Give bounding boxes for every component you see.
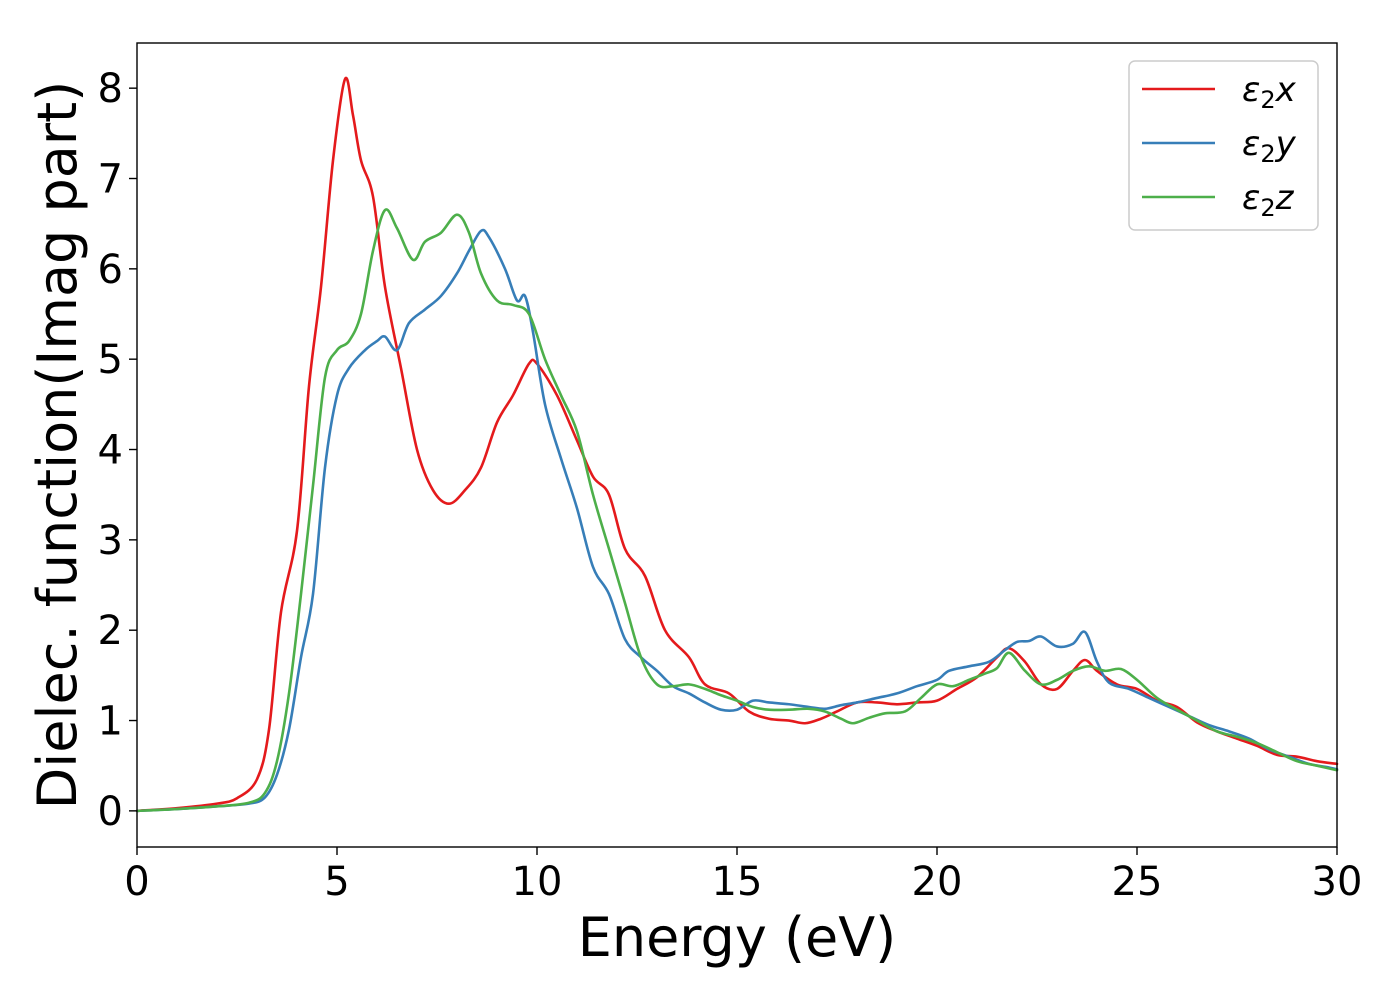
x-tick-label: 15: [712, 859, 763, 905]
y-tick-label: 3: [98, 518, 123, 564]
x-tick-label: 0: [124, 859, 149, 905]
series-layer: [135, 76, 1339, 813]
x-tick-label: 30: [1312, 859, 1363, 905]
x-tick-label: 5: [324, 859, 349, 905]
legend-label-x: ε2x: [1242, 70, 1297, 114]
x-tick-label: 10: [512, 859, 563, 905]
legend: ε2x ε2y ε2z: [1128, 60, 1319, 231]
y-tick-label: 7: [98, 157, 123, 203]
x-tick-label: 25: [1112, 859, 1163, 905]
y-tick-label: 1: [98, 699, 123, 745]
y-tick-label: 2: [98, 608, 123, 654]
legend-label-z: ε2z: [1242, 178, 1295, 222]
y-axis-title: Dielec. function(Imag part): [26, 81, 89, 810]
x-axis-title: Energy (eV): [578, 906, 897, 969]
legend-label-y: ε2y: [1242, 124, 1297, 168]
series-line-y: [135, 228, 1339, 813]
y-tick-label: 5: [98, 337, 123, 383]
y-tick-label: 8: [98, 66, 123, 112]
x-axis: 0 5 10 15 20 25 30: [124, 847, 1362, 905]
series-line-z: [135, 208, 1339, 813]
y-tick-label: 4: [98, 428, 123, 474]
x-tick-label: 20: [912, 859, 963, 905]
legend-entries: ε2x ε2y ε2z: [1142, 70, 1297, 222]
series-line-x: [135, 76, 1339, 813]
y-tick-label: 0: [98, 789, 123, 835]
y-axis: 0 1 2 3 4 5 6 7 8: [98, 66, 137, 835]
legend-box: [1128, 60, 1319, 231]
y-tick-label: 6: [98, 247, 123, 293]
